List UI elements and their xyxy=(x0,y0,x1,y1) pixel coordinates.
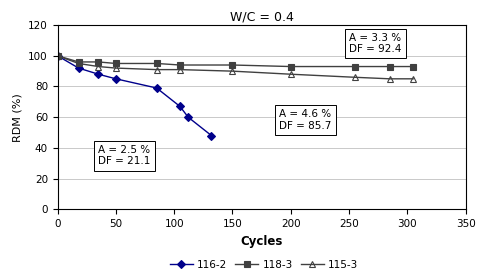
Legend: 116-2, 118-3, 115-3: 116-2, 118-3, 115-3 xyxy=(166,256,362,274)
Text: A = 4.6 %
DF = 85.7: A = 4.6 % DF = 85.7 xyxy=(279,109,332,131)
Text: A = 3.3 %
DF = 92.4: A = 3.3 % DF = 92.4 xyxy=(349,33,401,54)
Text: A = 2.5 %
DF = 21.1: A = 2.5 % DF = 21.1 xyxy=(98,145,151,166)
Y-axis label: RDM (%): RDM (%) xyxy=(12,93,23,141)
Title: W/C = 0.4: W/C = 0.4 xyxy=(229,11,294,24)
X-axis label: Cycles: Cycles xyxy=(240,235,283,247)
